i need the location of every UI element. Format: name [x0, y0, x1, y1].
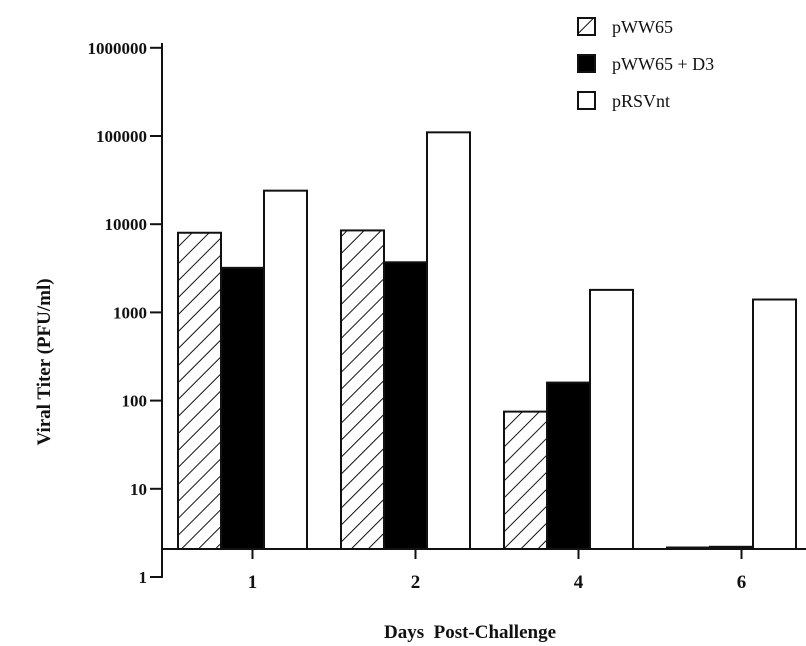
x-tick-label-day-2: 2 [411, 572, 421, 593]
bar-pww65-d3-day-2 [383, 261, 428, 550]
y-tick-label: 100000 [96, 127, 147, 146]
bar-prsvnt-day-2 [426, 131, 471, 551]
y-tick-label: 10000 [105, 215, 148, 234]
bar-pww65-d3-day-6 [709, 545, 754, 551]
x-tick-label-day-4: 4 [574, 572, 584, 593]
x-tick-label-day-6: 6 [737, 572, 747, 593]
bar-pww65-day-6 [666, 546, 711, 550]
y-axis-ticks: 1 10 100 1000 10000 100000 1000000 [88, 39, 162, 587]
y-tick-label: 100 [122, 392, 148, 411]
bar-pww65-d3-day-4 [546, 381, 591, 550]
bar-pww65-day-1 [177, 231, 222, 550]
bar-prsvnt-day-6 [752, 298, 797, 550]
y-axis-title: Viral Titer (PFU/ml) [34, 278, 55, 445]
bar-pww65-day-2 [340, 229, 385, 550]
legend-label: pRSVnt [612, 91, 670, 111]
x-tick-label-day-1: 1 [248, 572, 258, 593]
legend-swatch [577, 17, 596, 36]
bar-prsvnt-day-1 [263, 189, 308, 550]
y-tick-label: 1 [139, 568, 148, 587]
x-axis-categories: 1 2 4 6 [248, 549, 747, 593]
y-tick-label: 10 [130, 480, 147, 499]
legend-swatch [577, 54, 596, 73]
bar-pww65-d3-day-1 [220, 266, 265, 550]
legend-swatch [577, 91, 596, 110]
legend: pWW65 pWW65 + D3 pRSVnt [577, 17, 714, 111]
x-axis-title: Days Post-Challenge [384, 622, 556, 643]
bar-pww65-day-4 [503, 410, 548, 550]
y-tick-label: 1000 [113, 303, 147, 322]
legend-label: pWW65 [612, 17, 673, 37]
bars [177, 131, 797, 551]
bar-prsvnt-day-4 [589, 288, 634, 550]
legend-label: pWW65 + D3 [612, 54, 714, 74]
y-tick-label: 1000000 [88, 39, 148, 58]
